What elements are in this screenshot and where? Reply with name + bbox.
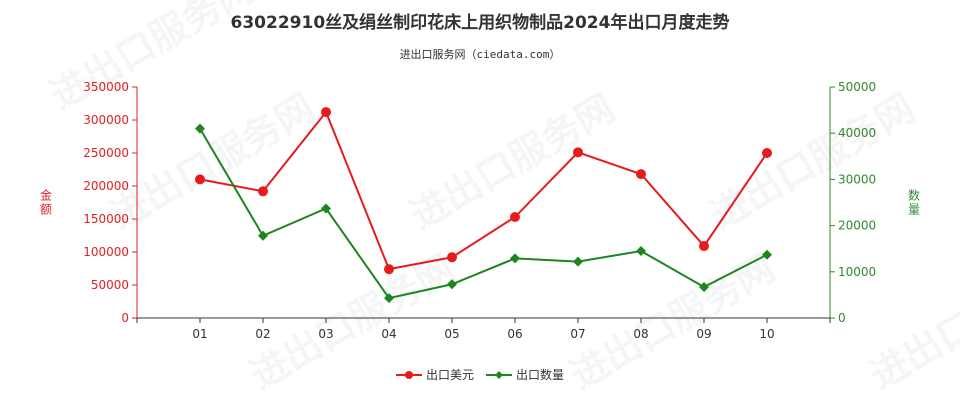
y-left-tick-label: 100000 xyxy=(83,245,129,259)
watermark-text: 进出口服务网 xyxy=(103,86,322,238)
x-tick-label: 09 xyxy=(696,327,711,341)
series-2-point xyxy=(384,293,394,304)
series-1-point xyxy=(510,212,520,223)
chart-title: 63022910丝及绢丝制印花床上用织物制品2024年出口月度走势 xyxy=(231,12,730,33)
y-right-tick-label: 40000 xyxy=(838,126,876,140)
series-1-point xyxy=(321,107,331,118)
y-left-tick-label: 350000 xyxy=(83,80,129,94)
legend-swatch-marker xyxy=(405,371,413,379)
y-left-tick-label: 150000 xyxy=(83,212,129,226)
series-2-point xyxy=(762,249,772,260)
x-tick-label: 02 xyxy=(255,327,270,341)
x-tick-label: 05 xyxy=(444,327,459,341)
y-left-tick-label: 300000 xyxy=(83,113,129,127)
series-2-point xyxy=(195,123,205,134)
series-1-point xyxy=(447,252,457,263)
y-left-tick-label: 50000 xyxy=(91,278,129,292)
x-tick-label: 08 xyxy=(633,327,648,341)
x-tick-label: 06 xyxy=(507,327,522,341)
legend: 出口美元 出口数量 xyxy=(396,367,564,382)
x-tick-label: 03 xyxy=(318,327,333,341)
chart-subtitle: 进出口服务网（ciedata.com） xyxy=(400,47,561,61)
watermark-text: 进出口服务网 xyxy=(703,86,922,238)
series-1-point xyxy=(636,169,646,180)
y-right-tick-label: 10000 xyxy=(838,265,876,279)
series-2-point xyxy=(321,203,331,214)
x-tick-label: 07 xyxy=(570,327,585,341)
legend-label: 出口美元 xyxy=(426,368,474,382)
x-tick-label: 01 xyxy=(192,327,207,341)
axes: 0500001000001500002000002500003000003500… xyxy=(40,80,920,341)
y-left-axis-title: 金额 xyxy=(40,188,52,217)
series-1-point xyxy=(699,241,709,252)
series-2-point xyxy=(699,282,709,293)
y-right-tick-label: 30000 xyxy=(838,172,876,186)
y-right-tick-label: 20000 xyxy=(838,219,876,233)
y-left-tick-label: 0 xyxy=(121,311,129,325)
series-layer xyxy=(195,107,772,304)
series-1-point xyxy=(258,186,268,197)
series-1-point xyxy=(573,147,583,158)
y-right-axis-title: 数量 xyxy=(908,188,920,217)
series-2-point xyxy=(573,256,583,267)
series-line-1 xyxy=(199,110,768,271)
series-2-point xyxy=(510,253,520,264)
y-left-tick-label: 250000 xyxy=(83,146,129,160)
series-1-point xyxy=(762,148,772,158)
series-1-point xyxy=(195,174,205,185)
series-2-point xyxy=(636,246,646,257)
legend-swatch-marker xyxy=(495,371,503,379)
series-2-point xyxy=(258,230,268,241)
y-right-tick-label: 50000 xyxy=(838,80,876,94)
series-line-2 xyxy=(199,128,768,300)
y-right-tick-label: 0 xyxy=(838,311,846,325)
watermark-text: 进出口服务网 xyxy=(43,0,262,118)
x-tick-label: 04 xyxy=(381,327,396,341)
series-1-point xyxy=(384,264,394,275)
watermark-text: 进出口服务网 xyxy=(863,246,960,398)
series-2-point xyxy=(447,279,457,290)
y-left-tick-label: 200000 xyxy=(83,179,129,193)
legend-label: 出口数量 xyxy=(516,367,564,382)
x-tick-label: 10 xyxy=(759,327,774,341)
